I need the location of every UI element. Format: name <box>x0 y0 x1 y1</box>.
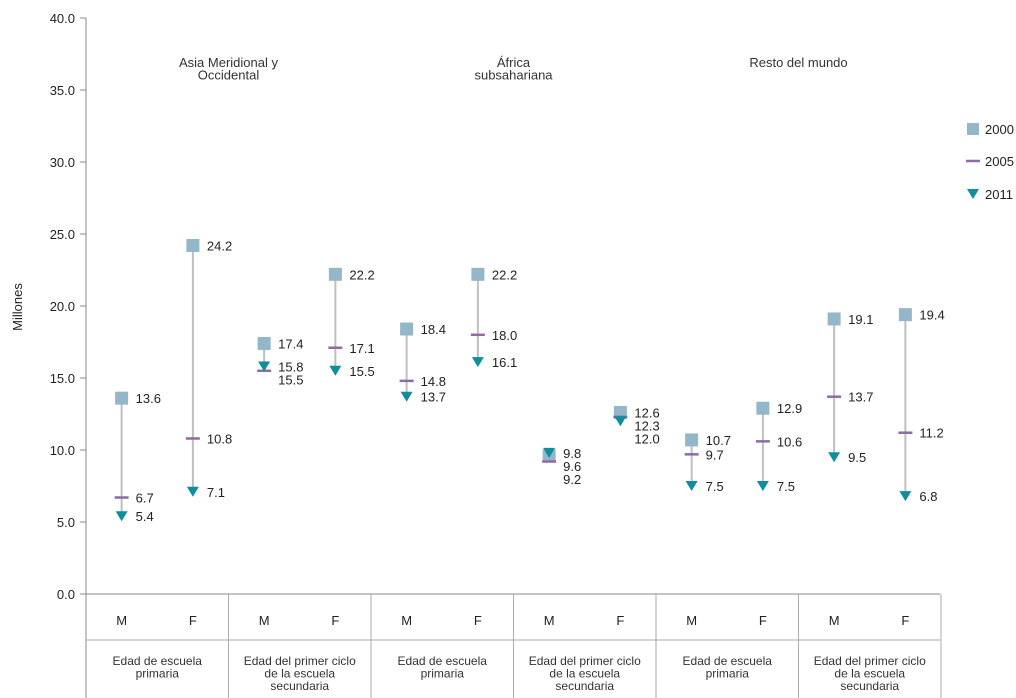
marker-2000 <box>685 433 698 446</box>
y-axis-title: Millones <box>10 283 25 331</box>
region-title: Occidental <box>198 68 260 83</box>
marker-2011 <box>828 452 840 462</box>
marker-2000 <box>899 308 912 321</box>
legend-marker-2000 <box>967 123 979 135</box>
region-title: subsahariana <box>474 68 553 83</box>
data-label: 10.7 <box>706 433 731 448</box>
data-label: 22.2 <box>349 267 374 282</box>
marker-2011 <box>187 487 199 497</box>
sex-category-label: M <box>259 613 270 628</box>
marker-2011 <box>401 392 413 402</box>
marker-2000 <box>756 402 769 415</box>
data-label: 19.1 <box>848 312 873 327</box>
data-label: 11.2 <box>919 426 943 441</box>
legend-label: 2011 <box>985 187 1013 202</box>
data-label: 6.8 <box>919 489 937 504</box>
data-label: 6.7 <box>136 491 154 506</box>
data-label: 7.5 <box>777 479 795 494</box>
y-tick-label: 0.0 <box>57 587 75 602</box>
data-label: 17.1 <box>349 341 374 356</box>
region-title: Resto del mundo <box>749 55 847 70</box>
legend: 2000 2005 2011 <box>966 122 1014 202</box>
legend-marker-2011 <box>967 189 979 199</box>
y-tick-label: 15.0 <box>50 371 75 386</box>
group-label: secundaria <box>555 679 614 693</box>
data-label: 10.6 <box>777 434 802 449</box>
y-tick-label: 5.0 <box>57 515 75 530</box>
legend-label: 2005 <box>985 154 1014 169</box>
sex-category-label: M <box>116 613 127 628</box>
sex-category-label: F <box>474 613 482 628</box>
data-label: 13.7 <box>848 390 873 405</box>
group-label: secundaria <box>270 679 329 693</box>
marker-2000 <box>329 268 342 281</box>
sex-category-label: F <box>759 613 767 628</box>
group-label: primaria <box>421 667 465 681</box>
y-tick-label: 35.0 <box>50 83 75 98</box>
y-tick-label: 20.0 <box>50 299 75 314</box>
data-label: 18.0 <box>492 328 517 343</box>
data-label: 14.8 <box>421 374 446 389</box>
axes: 0.0 5.0 10.0 15.0 20.0 25.0 30.0 35.0 40.0 Asia M… <box>50 11 848 698</box>
data-label: 13.7 <box>421 390 446 405</box>
data-label: 15.5 <box>278 372 303 387</box>
group-label: secundaria <box>840 679 899 693</box>
sex-category-label: M <box>544 613 555 628</box>
data-label: 18.4 <box>421 322 446 337</box>
data-label: 12.0 <box>634 432 659 447</box>
data-label: 15.5 <box>349 364 374 379</box>
sex-category-label: M <box>686 613 697 628</box>
marker-2000 <box>828 312 841 325</box>
data-label: 16.1 <box>492 355 517 370</box>
data-label: 9.5 <box>848 450 866 465</box>
data-label: 17.4 <box>278 336 303 351</box>
marker-2011 <box>614 416 626 426</box>
marker-2000 <box>115 392 128 405</box>
data-label: 9.7 <box>706 447 724 462</box>
sex-category-label: F <box>616 613 624 628</box>
sex-category-label: M <box>401 613 412 628</box>
sex-category-label: F <box>189 613 197 628</box>
data-label: 7.1 <box>207 485 225 500</box>
data-label: 12.9 <box>777 401 802 416</box>
data-label: 10.8 <box>207 431 232 446</box>
y-tick-label: 10.0 <box>50 443 75 458</box>
marker-2000 <box>258 337 271 350</box>
marker-2011 <box>116 511 128 521</box>
y-tick-label: 25.0 <box>50 227 75 242</box>
data-label: 9.2 <box>563 472 581 487</box>
marker-2000 <box>471 268 484 281</box>
marker-2000 <box>186 239 199 252</box>
y-tick-label: 40.0 <box>50 11 75 26</box>
marker-2011 <box>899 491 911 501</box>
data-labels: 13.66.75.424.210.87.117.415.815.522.217.… <box>136 239 945 525</box>
legend-label: 2000 <box>985 122 1014 137</box>
data-label: 24.2 <box>207 239 232 254</box>
sex-category-label: F <box>331 613 339 628</box>
sex-category-label: F <box>901 613 909 628</box>
y-tick-label: 30.0 <box>50 155 75 170</box>
marker-2011 <box>757 481 769 491</box>
data-label: 19.4 <box>919 308 944 323</box>
group-label: primaria <box>706 667 750 681</box>
data-label: 7.5 <box>706 479 724 494</box>
marker-2011 <box>686 481 698 491</box>
group-label: primaria <box>136 667 180 681</box>
sex-category-label: M <box>829 613 840 628</box>
data-label: 13.6 <box>136 391 161 406</box>
data-label: 22.2 <box>492 267 517 282</box>
data-label: 5.4 <box>136 509 154 524</box>
marker-2000 <box>400 323 413 336</box>
marker-2011 <box>329 366 341 376</box>
marker-2011 <box>472 357 484 367</box>
